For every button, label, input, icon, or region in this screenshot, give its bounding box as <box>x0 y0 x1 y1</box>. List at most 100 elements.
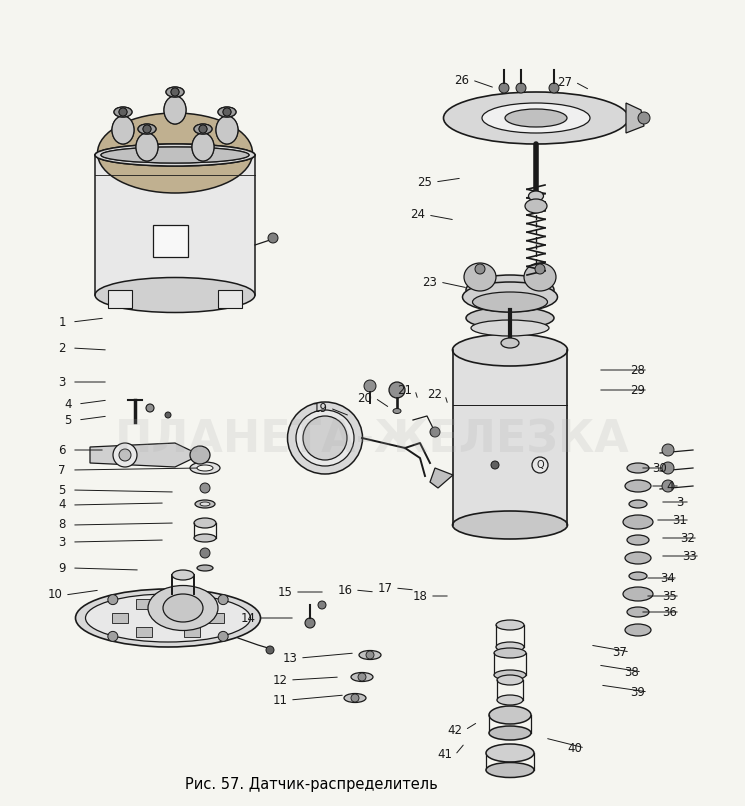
Circle shape <box>223 108 231 116</box>
Text: 42: 42 <box>448 724 463 737</box>
Text: 28: 28 <box>630 364 645 376</box>
Circle shape <box>389 382 405 398</box>
Ellipse shape <box>351 672 373 682</box>
Circle shape <box>143 125 151 133</box>
Ellipse shape <box>466 275 554 305</box>
Circle shape <box>638 112 650 124</box>
Ellipse shape <box>166 87 184 97</box>
Circle shape <box>662 480 674 492</box>
Ellipse shape <box>497 675 523 685</box>
Circle shape <box>662 444 674 456</box>
Circle shape <box>146 404 154 412</box>
Ellipse shape <box>443 92 629 144</box>
Ellipse shape <box>489 726 531 740</box>
Text: 14: 14 <box>241 612 256 625</box>
Bar <box>153 225 188 257</box>
Circle shape <box>662 462 674 474</box>
Circle shape <box>305 618 315 628</box>
Text: 7: 7 <box>58 463 66 476</box>
Ellipse shape <box>197 465 213 471</box>
Text: 5: 5 <box>58 484 66 496</box>
Text: 2: 2 <box>58 342 66 355</box>
Text: 31: 31 <box>673 513 688 526</box>
Ellipse shape <box>623 515 653 529</box>
Ellipse shape <box>138 124 156 134</box>
Circle shape <box>218 595 228 604</box>
Ellipse shape <box>464 263 496 291</box>
Text: 3: 3 <box>58 376 66 388</box>
Circle shape <box>119 108 127 116</box>
Text: 39: 39 <box>630 685 645 699</box>
Text: Q: Q <box>536 460 544 470</box>
Ellipse shape <box>98 113 253 193</box>
Ellipse shape <box>136 133 158 161</box>
Ellipse shape <box>166 87 184 97</box>
Circle shape <box>200 483 210 493</box>
Text: 33: 33 <box>682 550 697 563</box>
Circle shape <box>318 601 326 609</box>
Text: 27: 27 <box>557 76 572 89</box>
Circle shape <box>364 380 376 392</box>
Ellipse shape <box>625 480 651 492</box>
Text: 30: 30 <box>653 462 668 475</box>
Circle shape <box>165 412 171 418</box>
Text: 24: 24 <box>410 209 425 222</box>
Text: 22: 22 <box>428 388 443 401</box>
Ellipse shape <box>192 133 214 161</box>
Ellipse shape <box>138 124 156 134</box>
Text: 16: 16 <box>337 584 352 596</box>
Text: 4: 4 <box>666 480 673 492</box>
Ellipse shape <box>625 624 651 636</box>
Ellipse shape <box>496 620 524 630</box>
Text: ПЛАНЕТА-ЖЕЛЕЗКА: ПЛАНЕТА-ЖЕЛЕЗКА <box>115 418 630 462</box>
Ellipse shape <box>296 410 354 466</box>
Circle shape <box>351 694 359 702</box>
Ellipse shape <box>494 670 526 680</box>
Text: 32: 32 <box>681 531 695 545</box>
Text: 35: 35 <box>662 589 677 603</box>
Ellipse shape <box>627 607 649 617</box>
Ellipse shape <box>164 96 186 124</box>
Ellipse shape <box>627 535 649 545</box>
Ellipse shape <box>95 277 255 313</box>
Text: 21: 21 <box>398 384 413 397</box>
Circle shape <box>430 427 440 437</box>
Polygon shape <box>430 468 453 488</box>
Ellipse shape <box>114 107 132 117</box>
Text: 19: 19 <box>312 401 328 414</box>
Text: 15: 15 <box>278 585 293 599</box>
Polygon shape <box>208 613 224 623</box>
Circle shape <box>113 443 137 467</box>
Circle shape <box>532 457 548 473</box>
Circle shape <box>268 233 278 243</box>
Text: 40: 40 <box>568 742 583 754</box>
Ellipse shape <box>359 650 381 659</box>
Text: 4: 4 <box>64 397 72 410</box>
Ellipse shape <box>148 585 218 630</box>
Circle shape <box>223 108 231 116</box>
Ellipse shape <box>194 518 216 528</box>
Circle shape <box>119 449 131 461</box>
Text: 5: 5 <box>64 413 72 426</box>
Ellipse shape <box>463 282 557 312</box>
Ellipse shape <box>501 338 519 348</box>
Ellipse shape <box>163 594 203 622</box>
Ellipse shape <box>190 462 220 474</box>
Text: 11: 11 <box>273 693 288 707</box>
Ellipse shape <box>452 334 568 366</box>
Text: 13: 13 <box>282 651 297 664</box>
Text: 3: 3 <box>676 496 684 509</box>
Ellipse shape <box>496 642 524 652</box>
Ellipse shape <box>288 402 363 474</box>
Text: 36: 36 <box>662 605 677 618</box>
Text: 41: 41 <box>437 749 452 762</box>
Ellipse shape <box>101 147 249 163</box>
Ellipse shape <box>471 320 549 336</box>
Ellipse shape <box>494 648 526 658</box>
Ellipse shape <box>190 446 210 464</box>
Text: Рис. 57. Датчик-распределитель: Рис. 57. Датчик-распределитель <box>185 778 438 792</box>
Ellipse shape <box>497 695 523 705</box>
Circle shape <box>549 83 559 93</box>
Ellipse shape <box>623 587 653 601</box>
Circle shape <box>171 88 179 96</box>
